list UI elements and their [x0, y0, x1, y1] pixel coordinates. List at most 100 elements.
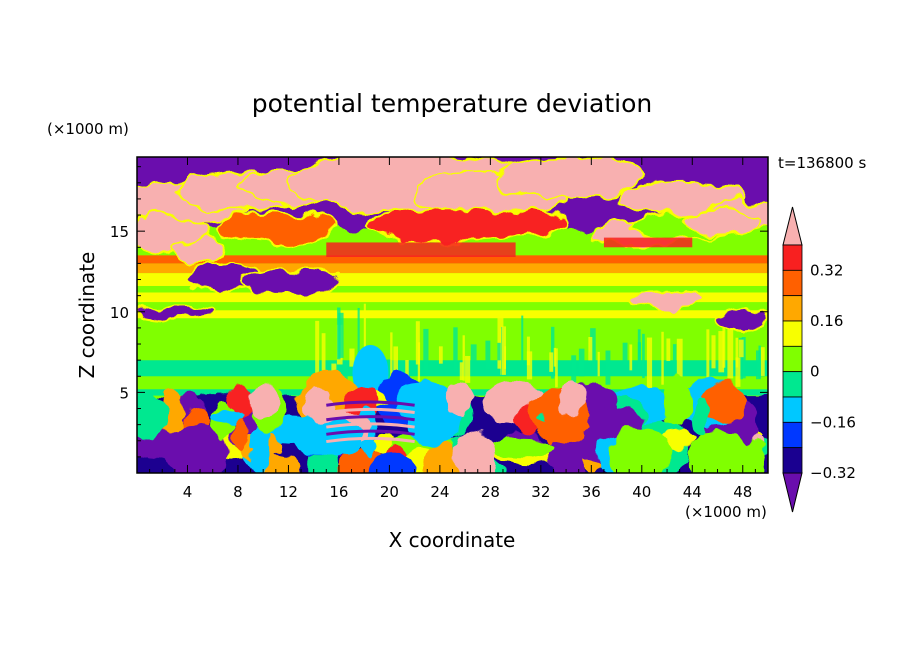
- field-wave: [326, 436, 415, 444]
- field-eddy: [549, 430, 586, 473]
- field-blob: [716, 307, 768, 333]
- field-striation: [666, 338, 671, 362]
- field-blob: [628, 288, 706, 310]
- field-eddy: [422, 443, 462, 473]
- field-striation: [622, 342, 628, 366]
- x-unit-label: (×1000 m): [685, 503, 767, 521]
- field-eddy: [249, 421, 272, 473]
- field-striations: [315, 303, 765, 389]
- field-striation: [465, 355, 471, 383]
- field-striation: [605, 350, 611, 385]
- colorbar-swatch: [782, 447, 803, 474]
- field-striation: [553, 347, 556, 367]
- field-striation: [646, 337, 653, 389]
- field-striation: [597, 351, 600, 377]
- field-surface-layer: [137, 372, 768, 473]
- field-striation: [338, 312, 344, 358]
- field-eddy: [210, 411, 245, 424]
- time-label: t=136800 s: [778, 154, 866, 172]
- field-striation: [405, 360, 409, 387]
- field-eddy: [701, 381, 747, 423]
- field-blob: [684, 205, 763, 237]
- field-striation: [727, 322, 734, 379]
- field-striation: [485, 340, 491, 370]
- field-band: [137, 255, 768, 264]
- field-band: [137, 285, 768, 293]
- colorbar: 0.32 0.16 0 −0.16 −0.32: [782, 206, 856, 513]
- colorbar-swatch: [782, 295, 803, 322]
- field-striation: [415, 321, 420, 365]
- field-striation: [735, 337, 739, 368]
- y-tick-label: 5: [119, 384, 129, 402]
- x-axis-label: X coordinate: [389, 528, 516, 552]
- x-tick-label: 32: [531, 483, 550, 501]
- field-striation: [390, 332, 393, 376]
- colorbar-swatch: [782, 421, 803, 449]
- x-tick-label: 48: [733, 483, 752, 501]
- colorbar-tick-label: 0.32: [810, 261, 843, 279]
- field-band: [137, 318, 768, 341]
- x-tick-label: 24: [430, 483, 449, 501]
- field-band: [137, 302, 768, 311]
- field-plume-top: [558, 380, 587, 417]
- y-axis-label: Z coordinate: [75, 252, 99, 379]
- field-eddy: [692, 397, 710, 438]
- field-striation: [735, 357, 741, 387]
- field-red-band: [603, 237, 693, 248]
- field-band: [137, 292, 768, 303]
- field-striation: [676, 338, 683, 377]
- x-tick-label: 8: [233, 483, 243, 501]
- field-striation: [549, 352, 554, 372]
- field-striation: [459, 362, 464, 381]
- x-tick-label: 28: [481, 483, 500, 501]
- field-wave: [326, 400, 415, 407]
- field-blob: [489, 157, 643, 199]
- field-striation: [578, 348, 585, 377]
- field-striation: [315, 320, 320, 374]
- field-striation: [555, 348, 558, 388]
- colorbar-tick-label: 0.16: [810, 312, 843, 330]
- field-eddy: [263, 454, 302, 473]
- field-eddy: [137, 430, 192, 459]
- field-wave: [326, 407, 415, 415]
- field-blob: [236, 270, 340, 296]
- field-eddy: [491, 383, 516, 425]
- field-wave: [326, 415, 415, 422]
- y-tick-label: 10: [110, 304, 129, 322]
- field-striation: [672, 344, 677, 372]
- field-striation: [738, 339, 744, 358]
- field-striation: [526, 336, 530, 366]
- y-tick-label: 15: [110, 223, 129, 241]
- field-blob: [173, 236, 227, 265]
- colorbar-extend-top: [782, 206, 803, 246]
- x-tick-label: 20: [380, 483, 399, 501]
- field-eddy: [369, 454, 418, 473]
- field-striation: [526, 351, 533, 380]
- field-eddy: [609, 425, 671, 473]
- field-blob: [211, 210, 340, 246]
- field-eddy: [454, 431, 496, 473]
- field-eddy: [137, 393, 169, 439]
- chart-title: potential temperature deviation: [252, 89, 652, 118]
- colorbar-tick-label: −0.16: [810, 413, 856, 431]
- x-tick-label: 12: [279, 483, 298, 501]
- colorbar-tick-label: 0: [810, 363, 820, 381]
- field-striation: [706, 329, 710, 383]
- field-striation: [462, 335, 465, 381]
- field-striation: [497, 316, 504, 369]
- field-blob: [363, 207, 568, 242]
- x-tick-label: 36: [582, 483, 601, 501]
- field-striation: [321, 333, 326, 375]
- field-striation: [497, 342, 501, 361]
- field-striation: [349, 348, 355, 367]
- field-wave: [326, 422, 415, 429]
- field-striation: [642, 333, 645, 379]
- field-striation: [342, 363, 348, 389]
- field-wave: [326, 429, 415, 436]
- field-striation: [423, 328, 429, 371]
- heatmap-field: [137, 157, 768, 473]
- colorbar-swatch: [782, 371, 803, 398]
- field-striation: [386, 359, 391, 386]
- field-striation: [711, 335, 716, 369]
